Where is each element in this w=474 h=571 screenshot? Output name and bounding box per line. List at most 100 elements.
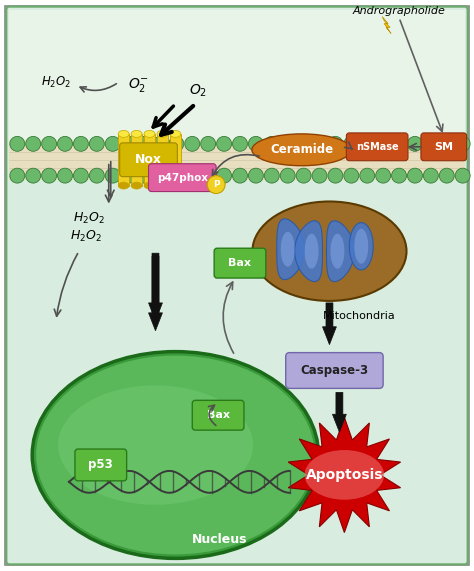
Circle shape	[280, 136, 295, 151]
Text: $H_2O_2$: $H_2O_2$	[41, 75, 71, 90]
Ellipse shape	[58, 385, 253, 505]
Circle shape	[185, 136, 200, 151]
Polygon shape	[322, 303, 337, 345]
Circle shape	[248, 168, 264, 183]
Circle shape	[408, 136, 422, 151]
Ellipse shape	[252, 134, 351, 166]
Circle shape	[248, 136, 264, 151]
Polygon shape	[277, 219, 305, 280]
Polygon shape	[327, 221, 354, 282]
FancyBboxPatch shape	[6, 7, 468, 564]
Circle shape	[233, 168, 247, 183]
Circle shape	[137, 168, 152, 183]
Text: $H_2O_2$: $H_2O_2$	[70, 229, 102, 244]
Bar	[9, 140, 465, 180]
Circle shape	[73, 168, 88, 183]
Text: Andrographolide: Andrographolide	[353, 6, 446, 15]
Ellipse shape	[144, 130, 155, 138]
Polygon shape	[148, 253, 163, 321]
Ellipse shape	[305, 450, 384, 500]
Circle shape	[344, 168, 359, 183]
Circle shape	[423, 136, 438, 151]
Circle shape	[90, 168, 104, 183]
Polygon shape	[332, 392, 346, 432]
Circle shape	[26, 168, 41, 183]
Circle shape	[439, 168, 454, 183]
Circle shape	[376, 136, 391, 151]
Circle shape	[201, 168, 216, 183]
Polygon shape	[281, 232, 295, 267]
Ellipse shape	[32, 352, 319, 558]
Circle shape	[153, 136, 168, 151]
Circle shape	[217, 136, 231, 151]
Polygon shape	[148, 256, 163, 331]
Ellipse shape	[131, 182, 142, 189]
Text: Mitochondria: Mitochondria	[323, 311, 396, 321]
Text: P: P	[213, 180, 219, 189]
Text: Nucleus: Nucleus	[192, 533, 248, 546]
Circle shape	[360, 136, 374, 151]
Bar	[131, 134, 142, 186]
Circle shape	[392, 168, 407, 183]
Ellipse shape	[131, 130, 142, 138]
FancyBboxPatch shape	[120, 143, 177, 176]
Polygon shape	[349, 223, 373, 270]
Circle shape	[376, 168, 391, 183]
Circle shape	[201, 136, 216, 151]
Text: Nox: Nox	[135, 153, 162, 166]
Circle shape	[408, 168, 422, 183]
Circle shape	[26, 136, 41, 151]
Polygon shape	[288, 417, 401, 533]
Circle shape	[10, 168, 25, 183]
Circle shape	[105, 168, 120, 183]
FancyBboxPatch shape	[192, 400, 244, 430]
Circle shape	[455, 136, 470, 151]
Circle shape	[57, 136, 73, 151]
Bar	[170, 134, 181, 186]
Circle shape	[42, 168, 56, 183]
Circle shape	[207, 176, 225, 194]
Circle shape	[296, 136, 311, 151]
Ellipse shape	[170, 182, 181, 189]
Circle shape	[360, 168, 374, 183]
Circle shape	[264, 136, 279, 151]
Circle shape	[169, 136, 184, 151]
Circle shape	[169, 168, 184, 183]
Circle shape	[90, 136, 104, 151]
Polygon shape	[330, 234, 345, 269]
Circle shape	[105, 136, 120, 151]
Circle shape	[121, 168, 136, 183]
Circle shape	[137, 136, 152, 151]
Text: Caspase-3: Caspase-3	[301, 364, 368, 377]
Text: $H_2O_2$: $H_2O_2$	[73, 211, 105, 226]
Ellipse shape	[157, 130, 168, 138]
Text: p53: p53	[89, 459, 113, 472]
Circle shape	[344, 136, 359, 151]
Ellipse shape	[118, 130, 129, 138]
Text: Bax: Bax	[228, 258, 252, 268]
Ellipse shape	[36, 356, 315, 554]
Circle shape	[439, 136, 454, 151]
Bar	[118, 134, 129, 186]
Polygon shape	[355, 229, 368, 264]
Text: $O_2^{-}$: $O_2^{-}$	[128, 76, 149, 94]
FancyBboxPatch shape	[75, 449, 127, 481]
Text: Bax: Bax	[207, 410, 229, 420]
Circle shape	[312, 136, 327, 151]
Circle shape	[73, 136, 88, 151]
Text: nSMase: nSMase	[356, 142, 399, 152]
Ellipse shape	[144, 182, 155, 189]
Ellipse shape	[157, 182, 168, 189]
FancyBboxPatch shape	[286, 353, 383, 388]
Polygon shape	[295, 221, 322, 282]
Circle shape	[185, 168, 200, 183]
Circle shape	[455, 168, 470, 183]
Circle shape	[280, 168, 295, 183]
Circle shape	[423, 168, 438, 183]
Text: Apoptosis: Apoptosis	[306, 468, 383, 482]
Circle shape	[328, 136, 343, 151]
FancyBboxPatch shape	[214, 248, 266, 278]
Circle shape	[57, 168, 73, 183]
Circle shape	[153, 168, 168, 183]
Circle shape	[10, 136, 25, 151]
